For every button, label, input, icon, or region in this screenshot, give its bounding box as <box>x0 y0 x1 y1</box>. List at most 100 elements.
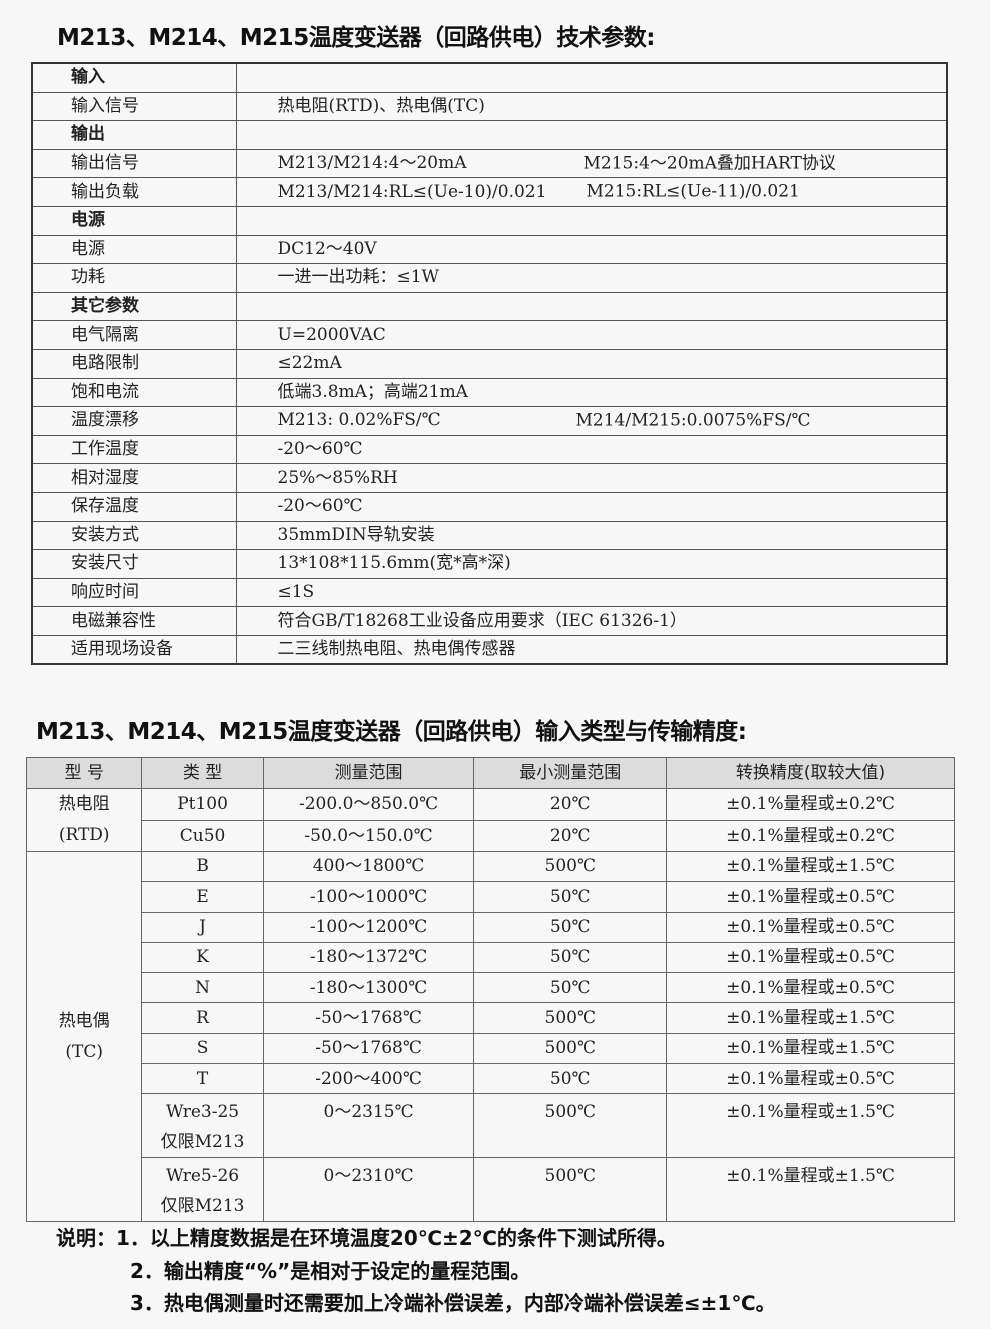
param-value-secondary: M215:RL≤(Ue-11)/0.021 <box>586 181 800 202</box>
accuracy: ±0.1%量程或±1.5℃ <box>666 1093 955 1159</box>
measure-range: -180～1300℃ <box>262 972 475 1004</box>
spec-row: 温度漂移 M213: 0.02%FS/℃ M214/M215:0.0075%FS/℃ <box>31 406 948 436</box>
min-range: 500℃ <box>473 1002 668 1034</box>
section-label: 输入 <box>31 62 237 93</box>
param-value: DC12～40V <box>235 234 948 265</box>
param-value-text: 热电阻(RTD)、热电偶(TC) <box>277 95 485 116</box>
sensor-type: S <box>141 1032 264 1065</box>
param-value: 热电阻(RTD)、热电偶(TC) <box>235 91 948 122</box>
param-label: 工作温度 <box>31 434 237 465</box>
table-row: S -50～1768℃ 500℃ ±0.1%量程或±1.5℃ <box>27 1032 955 1065</box>
spec-row: 适用现场设备 二三线制热电阻、热电偶传感器 <box>31 634 948 665</box>
column-header: 转换精度(取较大值) <box>666 757 955 789</box>
min-range: 50℃ <box>473 972 668 1004</box>
spec-row: 安装方式 35mmDIN导轨安装 <box>31 520 948 551</box>
table-row: K -180～1372℃ 50℃ ±0.1%量程或±0.5℃ <box>27 941 955 974</box>
param-label: 电磁兼容性 <box>31 606 237 636</box>
param-value-text: 低端3.8mA；高端21mA <box>277 381 468 402</box>
min-range: 500℃ <box>473 1093 668 1159</box>
spec-row: 电气隔离 U=2000VAC <box>31 320 948 350</box>
table-row: J -100～1200℃ 50℃ ±0.1%量程或±0.5℃ <box>27 911 955 943</box>
param-value: -20～60℃ <box>235 491 948 522</box>
param-label: 响应时间 <box>31 577 237 608</box>
accuracy: ±0.1%量程或±0.5℃ <box>666 941 955 974</box>
param-value-secondary: M215:4～20mA叠加HART协议 <box>583 153 836 174</box>
sensor-type: R <box>141 1002 264 1034</box>
param-label: 适用现场设备 <box>31 634 237 665</box>
param-value: 25%～85%RH <box>235 463 948 493</box>
spec-row: 相对湿度 25%～85%RH <box>31 463 948 493</box>
param-value-text: 35mmDIN导轨安装 <box>277 524 435 545</box>
sensor-type: J <box>141 911 264 943</box>
param-label: 相对湿度 <box>31 463 237 493</box>
min-range: 500℃ <box>473 1157 668 1223</box>
param-value-text: M213: 0.02%FS/℃ <box>277 410 441 431</box>
sensor-type: Cu50 <box>141 819 264 852</box>
min-range: 20℃ <box>473 819 668 852</box>
min-range: 20℃ <box>473 788 668 821</box>
sensor-type: B <box>141 850 264 883</box>
min-range: 50℃ <box>473 1063 668 1095</box>
param-label: 输出负载 <box>31 177 237 207</box>
param-value-text: -20～60℃ <box>277 496 363 517</box>
note-3: 3．热电偶测量时还需要加上冷端补偿误差，内部冷端补偿误差≤±1℃。 <box>130 1291 776 1315</box>
param-label: 输入信号 <box>31 91 237 122</box>
spec-row: 电源 <box>31 205 948 236</box>
min-range: 50℃ <box>473 881 668 913</box>
param-value-text: ≤1S <box>277 581 315 602</box>
accuracy: ±0.1%量程或±1.5℃ <box>666 1157 955 1223</box>
accuracy: ±0.1%量程或±0.5℃ <box>666 1063 955 1095</box>
param-value-text: 25%～85%RH <box>277 467 398 488</box>
spec-row: 输出负载 M213/M214:RL≤(Ue-10)/0.021 M215:RL≤(U… <box>31 177 948 207</box>
param-value: 二三线制热电阻、热电偶传感器 <box>235 634 948 665</box>
note-2: 2．输出精度“%”是相对于设定的量程范围。 <box>130 1258 531 1283</box>
min-range: 50℃ <box>473 911 668 943</box>
param-value: U=2000VAC <box>235 320 948 350</box>
measure-range: -180～1372℃ <box>262 941 475 974</box>
accuracy-table: 型 号类 型测量范围 最小测量范围 转换精度(取较大值) 热电阻 (RTD) Pt100… <box>25 757 955 1223</box>
section-label: 电源 <box>31 205 237 236</box>
group-cell: 热电阻 (RTD) <box>25 788 143 852</box>
measure-range: -100～1000℃ <box>262 881 475 913</box>
param-value: M213/M214:RL≤(Ue-10)/0.021 M215:RL≤(Ue-11… <box>235 177 948 207</box>
measure-range: -50～1768℃ <box>262 1032 475 1065</box>
measure-range: -100～1200℃ <box>262 911 475 943</box>
table-row: T -200～400℃ 50℃ ±0.1%量程或±0.5℃ <box>27 1063 955 1095</box>
param-value: 低端3.8mA；高端21mA <box>235 377 948 408</box>
spec-row: 功耗 一进一出功耗：≤1W <box>31 263 948 293</box>
notes: 说明：1．以上精度数据是在环境温度20℃±2℃的条件下测试所得。 2．输出精度“… <box>56 1222 776 1320</box>
param-label: 饱和电流 <box>31 377 237 408</box>
param-value: 一进一出功耗：≤1W <box>235 263 948 293</box>
param-label: 安装尺寸 <box>31 549 237 579</box>
sensor-type: Wre5-26 仅限M213 <box>141 1157 264 1223</box>
param-value-text: 符合GB/T18268工业设备应用要求（IEC 61326-1） <box>277 610 687 631</box>
param-value-text: M213/M214:RL≤(Ue-10)/0.021 <box>277 181 547 202</box>
param-label: 电源 <box>31 234 237 265</box>
spec-row: 电磁兼容性 符合GB/T18268工业设备应用要求（IEC 61326-1） <box>31 606 948 636</box>
accuracy: ±0.1%量程或±0.5℃ <box>666 911 955 943</box>
accuracy: ±0.1%量程或±0.5℃ <box>666 881 955 913</box>
param-label: 功耗 <box>31 263 237 293</box>
spec-row: 其它参数 <box>31 291 948 322</box>
param-value <box>235 62 948 93</box>
table-row: R -50～1768℃ 500℃ ±0.1%量程或±1.5℃ <box>27 1002 955 1034</box>
param-label: 输出信号 <box>31 148 237 179</box>
spec-row: 饱和电流 低端3.8mA；高端21mA <box>31 377 948 408</box>
note-1: 说明：1．以上精度数据是在环境温度20℃±2℃的条件下测试所得。 <box>56 1226 677 1250</box>
table-row: Wre3-25 仅限M213 0～2315℃ 500℃ ±0.1%量程或±1.5℃ <box>27 1093 955 1159</box>
accuracy-title: M213、M214、M215温度变送器（回路供电）输入类型与传输精度: <box>36 719 747 745</box>
param-value: -20～60℃ <box>235 434 948 465</box>
sensor-type: Pt100 <box>141 788 264 821</box>
param-value-text: -20～60℃ <box>277 439 363 460</box>
accuracy: ±0.1%量程或±1.5℃ <box>666 1002 955 1034</box>
column-header: 类 型 <box>141 757 264 789</box>
min-range: 500℃ <box>473 850 668 883</box>
column-header: 测量范围 <box>262 757 475 789</box>
param-value: M213: 0.02%FS/℃ M214/M215:0.0075%FS/℃ <box>235 406 948 436</box>
accuracy: ±0.1%量程或±0.5℃ <box>666 972 955 1004</box>
spec-row: 电源 DC12～40V <box>31 234 948 265</box>
spec-row: 保存温度 -20～60℃ <box>31 491 948 522</box>
spec-row: 输入 <box>31 62 948 93</box>
spec-row: 安装尺寸 13*108*115.6mm(宽*高*深) <box>31 549 948 579</box>
spec-row: 输入信号 热电阻(RTD)、热电偶(TC) <box>31 91 948 122</box>
